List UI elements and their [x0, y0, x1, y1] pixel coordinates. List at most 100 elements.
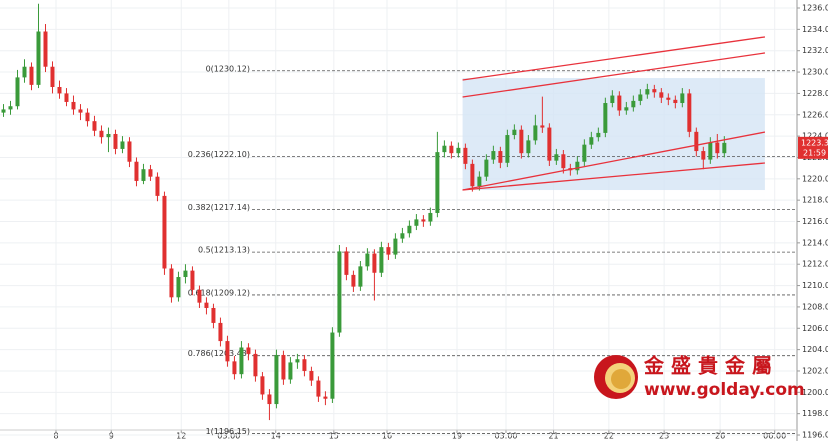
fib-label: 0.618(1209.12)	[188, 288, 250, 297]
candle-body	[218, 322, 223, 342]
candle-body	[204, 302, 209, 308]
candle-body	[183, 270, 188, 278]
candle-body	[239, 347, 244, 375]
candle-body	[470, 163, 475, 187]
candle-body	[197, 289, 202, 303]
x-tick-label: 26	[715, 432, 725, 441]
candle-body	[645, 89, 650, 95]
candle-body	[617, 95, 622, 111]
candle-body	[519, 129, 524, 154]
x-tick-label: 21	[548, 432, 558, 441]
candle-body	[365, 253, 370, 267]
candle-body	[344, 251, 349, 275]
candle-body	[680, 93, 685, 104]
candle-body	[246, 347, 251, 354]
candle-body	[708, 142, 713, 160]
y-tick-label: 1224.00	[802, 132, 828, 141]
trend-line	[462, 52, 766, 98]
candle-body	[134, 161, 139, 181]
price-tag	[798, 136, 828, 159]
x-tick-label: 03:00	[494, 432, 517, 441]
y-tick-label: 1228.00	[802, 89, 828, 98]
candle-body	[71, 101, 76, 110]
fib-label: 0.382(1217.14)	[188, 203, 250, 212]
candle-body	[169, 268, 174, 298]
y-tick-label: 1236.00	[802, 4, 828, 13]
candle-body	[267, 394, 272, 405]
x-tick-label: 16	[382, 432, 392, 441]
x-tick-label: 23	[659, 432, 669, 441]
candle-body	[99, 130, 104, 138]
candle-body	[414, 219, 419, 226]
candle-body	[274, 354, 279, 405]
y-tick-label: 1204.00	[802, 345, 828, 354]
candle-body	[190, 270, 195, 290]
candle-body	[575, 161, 580, 171]
fib-label: 1(1196.15)	[206, 427, 250, 436]
candle-body	[484, 159, 489, 177]
candle-body	[260, 376, 265, 395]
trend-line	[462, 131, 766, 191]
candle-body	[547, 127, 552, 161]
candle-body	[407, 225, 412, 234]
candle-body	[638, 94, 643, 101]
candle-body	[323, 396, 328, 399]
candle-body	[477, 176, 482, 187]
candle-body	[85, 112, 90, 122]
candle-body	[379, 247, 384, 273]
candle-body	[22, 66, 27, 78]
logo-coin-center	[611, 369, 631, 389]
candle-body	[92, 121, 97, 131]
countdown-label: 21:59	[803, 148, 826, 157]
candle-body	[141, 169, 146, 181]
y-tick-label: 1202.00	[802, 366, 828, 375]
fib-label: 0.786(1203.43)	[188, 349, 250, 358]
candle-body	[351, 274, 356, 287]
y-tick-label: 1220.00	[802, 174, 828, 183]
x-tick-label: 8	[53, 432, 58, 441]
fib-label: 0.5(1213.13)	[198, 246, 250, 255]
candle-body	[498, 151, 503, 163]
candle-body	[589, 137, 594, 145]
candle-body	[631, 100, 636, 108]
y-tick-label: 1214.00	[802, 238, 828, 247]
candle-body	[113, 133, 118, 149]
candle-body	[540, 125, 545, 128]
candle-body	[120, 141, 125, 149]
candle-body	[603, 103, 608, 133]
logo: 金盛貴金屬 www.golday.com	[594, 354, 805, 400]
y-tick-label: 1208.00	[802, 302, 828, 311]
candle-body	[582, 144, 587, 162]
y-tick-label: 1210.00	[802, 281, 828, 290]
candle-body	[316, 380, 321, 397]
x-tick-label: 06:00	[763, 432, 786, 441]
candle-body	[687, 93, 692, 132]
candle-body	[57, 87, 62, 94]
candle-body	[29, 66, 34, 85]
candle-body	[372, 253, 377, 273]
candle-body	[211, 307, 216, 323]
x-tick-label: 15	[329, 432, 339, 441]
y-tick-label: 1232.00	[802, 46, 828, 55]
candle-body	[8, 106, 13, 110]
candle-body	[64, 93, 69, 102]
candle-body	[561, 154, 566, 169]
x-tick-label: 12	[176, 432, 186, 441]
candle-body	[337, 251, 342, 333]
candle-body	[722, 142, 727, 154]
candle-body	[554, 154, 559, 161]
candle-body	[15, 77, 20, 107]
candle-body	[288, 362, 293, 380]
y-tick-label: 1198.00	[802, 409, 828, 418]
candle-body	[701, 151, 706, 160]
logo-url: www.golday.com	[644, 380, 805, 400]
y-tick-label: 1212.00	[802, 260, 828, 269]
candle-body	[512, 129, 517, 136]
candle-body	[694, 131, 699, 152]
fib-label: 0.236(1222.10)	[188, 150, 250, 159]
x-tick-label: 22	[604, 432, 614, 441]
candle-body	[505, 135, 510, 163]
candle-body	[225, 341, 230, 362]
y-tick-label: 1196.00	[802, 431, 828, 440]
candle-body	[36, 31, 41, 85]
